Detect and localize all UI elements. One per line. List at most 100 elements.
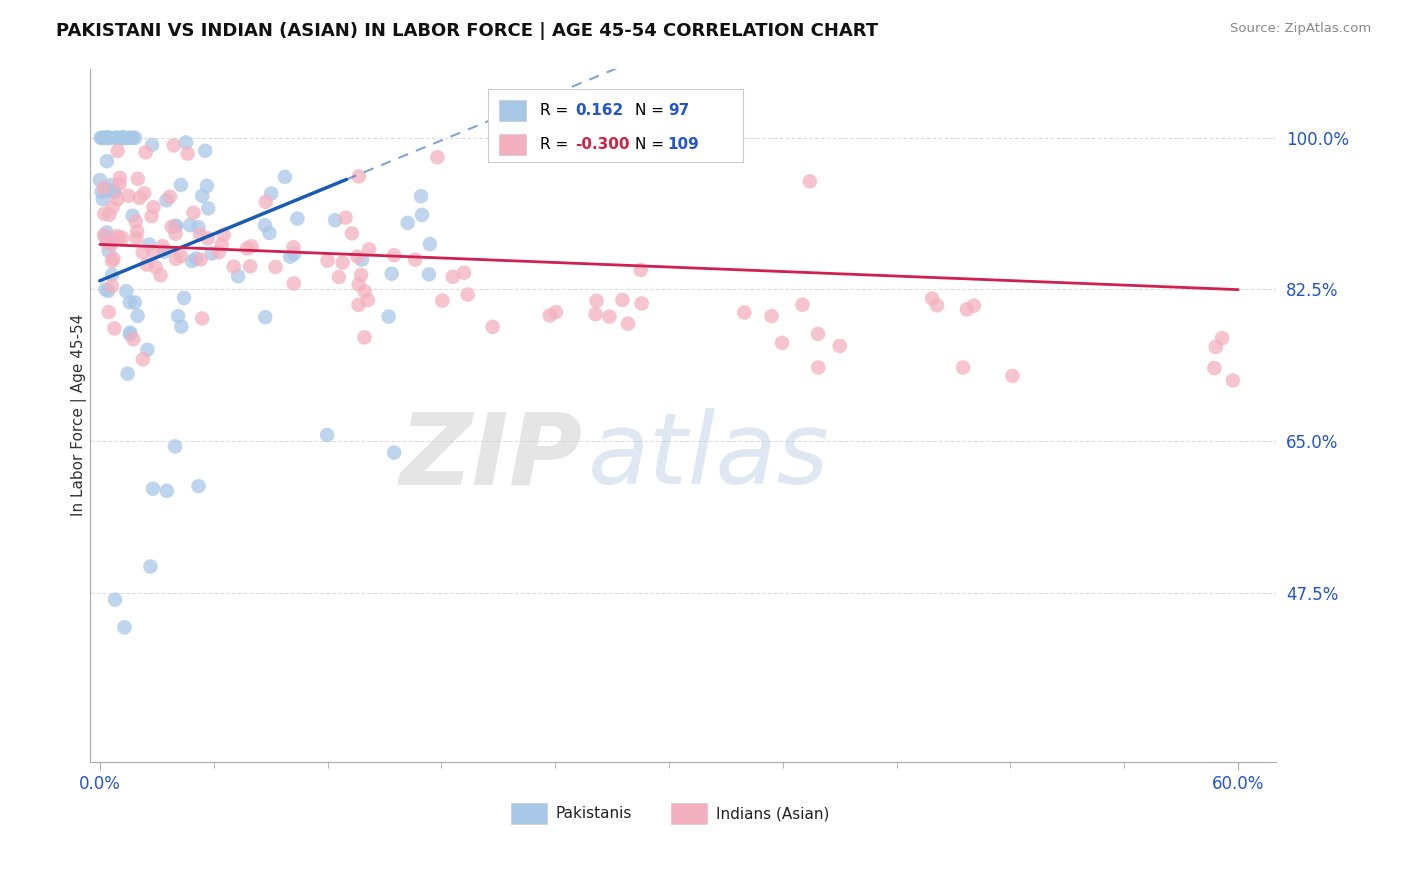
- Point: [187, 220, 209, 235]
- Point: [350, 268, 373, 282]
- Point: [404, 252, 426, 267]
- Point: [184, 252, 207, 266]
- Point: [323, 213, 346, 227]
- Point: [152, 239, 174, 253]
- Point: [956, 302, 979, 317]
- Point: [107, 193, 129, 207]
- Point: [1222, 373, 1244, 387]
- Point: [101, 201, 124, 215]
- Point: [121, 131, 143, 145]
- Point: [426, 150, 449, 164]
- Point: [195, 178, 218, 193]
- FancyBboxPatch shape: [499, 100, 526, 120]
- Point: [167, 309, 190, 323]
- Point: [441, 269, 464, 284]
- Text: ZIP: ZIP: [399, 409, 582, 505]
- Point: [347, 277, 370, 292]
- Point: [108, 231, 131, 245]
- FancyBboxPatch shape: [488, 89, 742, 162]
- FancyBboxPatch shape: [672, 804, 707, 824]
- Point: [96, 236, 118, 251]
- Point: [98, 131, 121, 145]
- Point: [176, 146, 198, 161]
- Point: [353, 330, 375, 344]
- Point: [142, 244, 165, 259]
- Point: [100, 178, 122, 192]
- Point: [141, 209, 163, 223]
- Point: [170, 249, 193, 263]
- Point: [105, 229, 128, 244]
- Point: [770, 335, 793, 350]
- Point: [101, 254, 124, 268]
- Point: [94, 282, 117, 296]
- Point: [93, 228, 115, 243]
- Point: [91, 192, 114, 206]
- Point: [212, 227, 235, 242]
- Point: [156, 483, 179, 498]
- Point: [357, 293, 380, 307]
- Point: [382, 445, 405, 459]
- Point: [432, 293, 454, 308]
- Point: [111, 131, 134, 145]
- Point: [283, 240, 305, 254]
- Point: [118, 131, 141, 145]
- Point: [112, 131, 135, 145]
- Point: [97, 284, 120, 298]
- Point: [353, 285, 375, 299]
- Point: [254, 219, 277, 233]
- Point: [347, 169, 370, 184]
- Point: [124, 131, 146, 145]
- Point: [141, 137, 163, 152]
- Point: [254, 194, 277, 209]
- Point: [1211, 331, 1233, 345]
- Point: [222, 260, 245, 274]
- Point: [411, 208, 433, 222]
- Point: [174, 136, 197, 150]
- Text: N =: N =: [634, 137, 664, 153]
- Point: [111, 131, 134, 145]
- Point: [1001, 368, 1024, 383]
- Point: [125, 214, 148, 228]
- Point: [335, 211, 357, 225]
- Point: [828, 339, 851, 353]
- Point: [194, 144, 217, 158]
- Point: [481, 319, 503, 334]
- Point: [97, 305, 120, 319]
- Point: [93, 181, 115, 195]
- Point: [170, 319, 193, 334]
- Text: Indians (Asian): Indians (Asian): [717, 806, 830, 822]
- Point: [90, 131, 112, 145]
- Point: [807, 326, 830, 341]
- Point: [165, 252, 187, 266]
- Point: [285, 211, 308, 226]
- Point: [111, 231, 134, 245]
- Point: [799, 174, 821, 188]
- Text: N =: N =: [634, 103, 664, 118]
- Point: [98, 131, 121, 145]
- Point: [90, 131, 112, 145]
- Point: [138, 237, 160, 252]
- Point: [112, 131, 135, 145]
- Text: PAKISTANI VS INDIAN (ASIAN) IN LABOR FORCE | AGE 45-54 CORRELATION CHART: PAKISTANI VS INDIAN (ASIAN) IN LABOR FOR…: [56, 22, 879, 40]
- Point: [98, 208, 121, 222]
- Point: [114, 620, 136, 634]
- Point: [91, 131, 114, 145]
- Point: [96, 131, 118, 145]
- Point: [544, 305, 567, 319]
- Point: [125, 231, 148, 245]
- Point: [332, 255, 354, 269]
- Point: [419, 237, 441, 252]
- Point: [120, 326, 142, 340]
- Point: [187, 479, 209, 493]
- Point: [1205, 340, 1227, 354]
- Point: [103, 185, 125, 199]
- Point: [453, 266, 475, 280]
- Point: [191, 311, 214, 326]
- Point: [191, 189, 214, 203]
- Point: [94, 131, 117, 145]
- Point: [585, 293, 607, 308]
- Point: [155, 194, 177, 208]
- Point: [117, 131, 139, 145]
- Point: [165, 227, 187, 241]
- Point: [127, 171, 149, 186]
